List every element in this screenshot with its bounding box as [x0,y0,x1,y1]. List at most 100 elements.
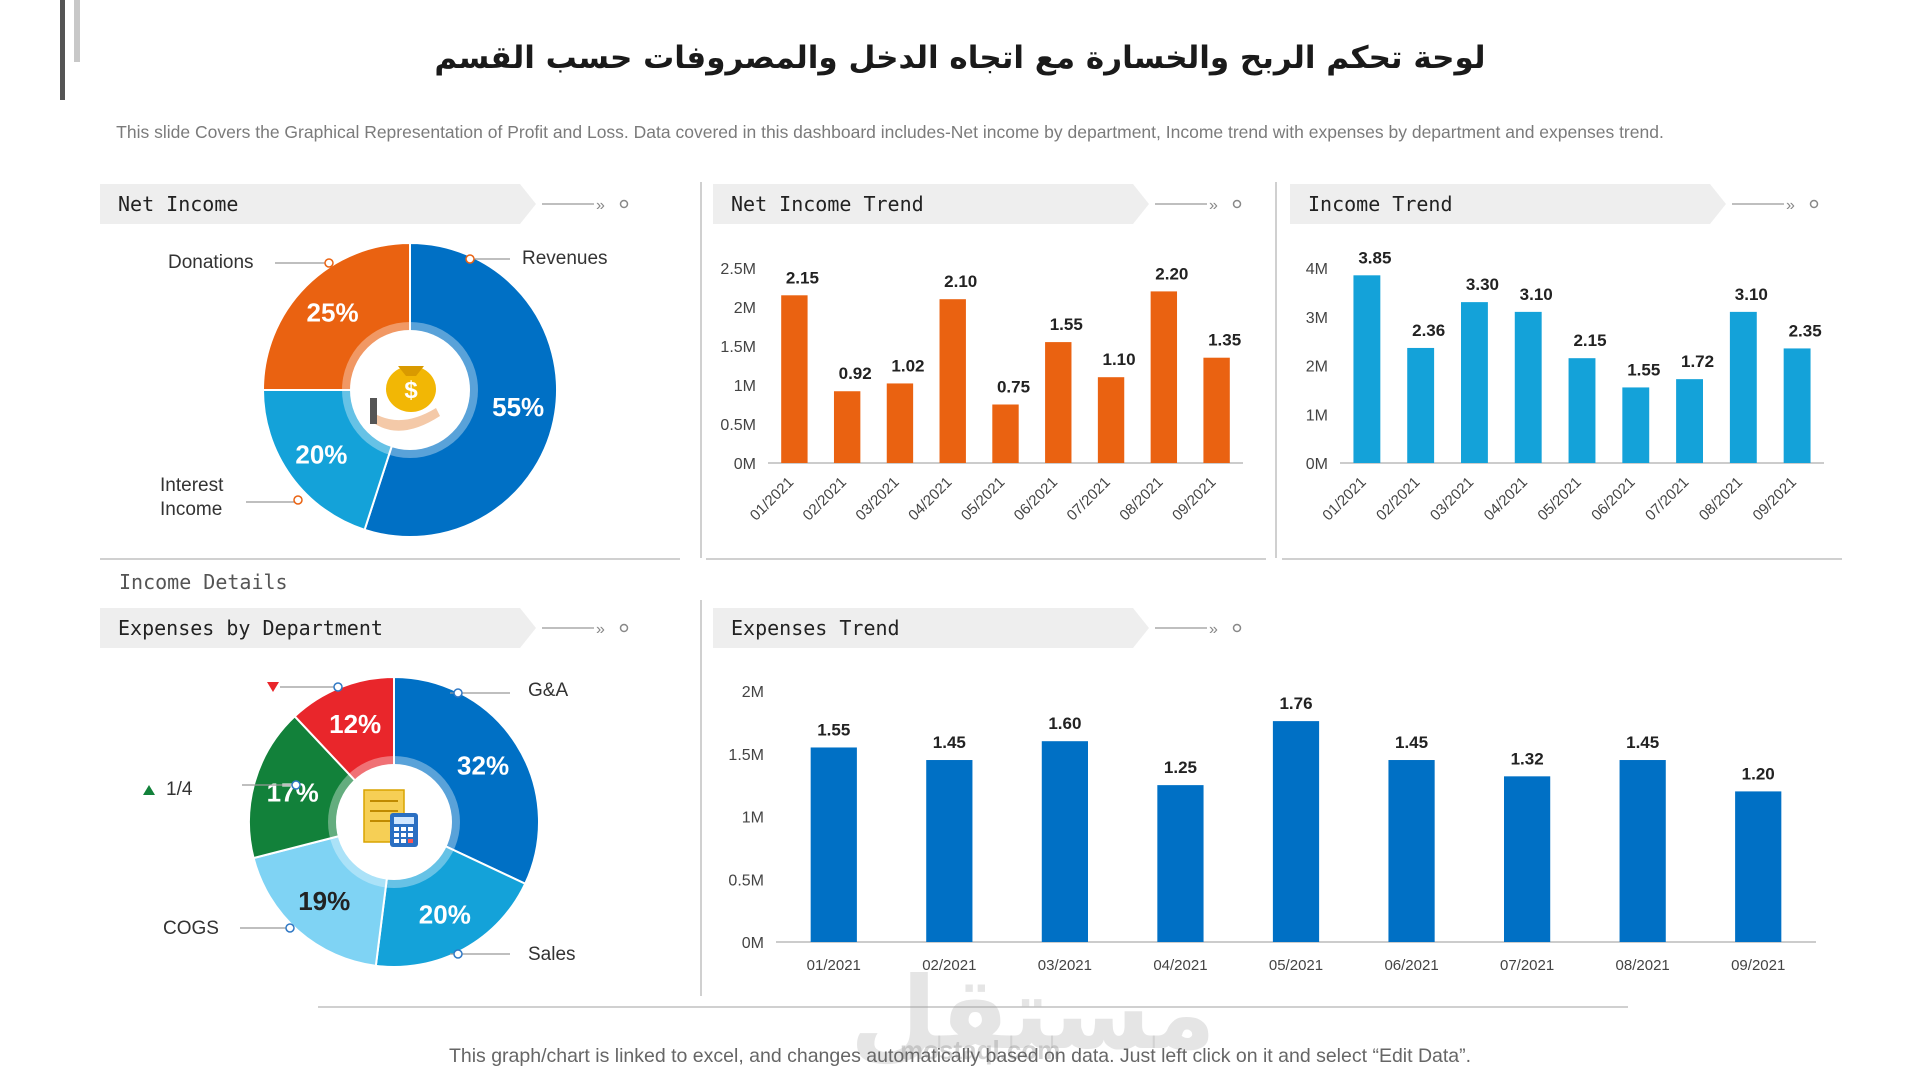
accent-bar-light [74,0,80,62]
x-tick-label: 03/2021 [1038,957,1092,974]
bar-value-label: 0.92 [839,364,872,383]
x-tick-label: 05/2021 [1269,957,1323,974]
pie-slice-label: 32% [457,750,509,780]
x-tick-label: 07/2021 [1500,957,1554,974]
legend-label-interest-income: Interest Income [160,475,224,520]
bar-value-label: 2.35 [1789,321,1822,340]
panel-tab-expenses-trend: Expenses Trend [713,608,1149,648]
pie-slice-label: 20% [419,899,471,929]
bar [1676,379,1703,463]
bar [1272,721,1320,942]
leader-dot [291,780,301,790]
bar-value-label: 1.10 [1103,350,1136,369]
bar [833,391,861,463]
svg-text:»: » [596,621,605,638]
bar [1729,311,1757,463]
y-tick-label: 2.5M [720,261,756,278]
leader-dot [324,258,334,268]
bar [1150,291,1178,463]
bar [1388,760,1435,942]
x-tick-label: 04/2021 [1481,474,1531,524]
x-tick-label: 05/2021 [1534,474,1584,524]
x-tick-label: 01/2021 [747,474,797,524]
pie-slice-label: 55% [492,392,544,422]
money-bag-hand-icon: $ [370,366,440,431]
leader-dot [285,923,295,933]
bar-value-label: 1.45 [1626,733,1659,752]
leader-dot [293,495,303,505]
tab-arrow-icon: » [1155,197,1242,214]
calculator-document-icon [363,789,418,847]
x-tick-label: 02/2021 [800,474,850,524]
pie-slice-label: 12% [329,709,381,739]
bar [810,747,857,942]
legend-label-revenues: Revenues [522,248,608,269]
watermark-arabic: مستقل [850,955,1216,1072]
tab-arrow-icon: » [542,197,629,214]
bar-value-label: 1.35 [1208,331,1241,350]
bar [1157,785,1204,942]
y-tick-label: 4M [1306,261,1328,278]
bar-value-label: 2.20 [1155,264,1188,283]
y-tick-label: 0.5M [728,872,764,889]
bar [939,299,966,463]
bar-value-label: 3.10 [1520,285,1553,304]
x-tick-label: 08/2021 [1616,957,1670,974]
bar [1203,357,1230,463]
panel-title: Expenses by Department [118,616,383,640]
x-tick-label: 09/2021 [1169,474,1219,524]
bar [1407,347,1435,463]
y-tick-label: 0M [734,456,756,473]
panel-title: Income Trend [1308,192,1453,216]
bar [1735,791,1782,942]
tab-arrow-icon: » [1155,621,1242,638]
y-tick-label: 3M [1306,310,1328,327]
leader-dot [465,254,475,264]
page-title: لوحة تحكم الربح والخسارة مع اتجاه الدخل … [434,40,1486,76]
divider-footer [318,1006,1628,1008]
bar-value-label: 1.20 [1742,764,1775,783]
leader-dot [453,949,463,959]
bar [1097,377,1125,463]
svg-text:»: » [1209,621,1218,638]
expenses-trend-chart: 0M 0.5M 1M 1.5M 2M 1.55 01/2021 1.45 02/2021 1.60… [728,684,1816,974]
bar [1783,348,1811,463]
x-tick-label: 07/2021 [1642,474,1692,524]
svg-text:$: $ [404,377,418,404]
legend-label-ga: G&A [528,680,569,701]
divider-vertical-3 [700,600,702,996]
page-footer-note: This graph/chart is linked to excel, and… [448,1045,1472,1067]
svg-text:»: » [1209,197,1218,214]
divider-vertical-2 [1275,182,1277,558]
x-tick-label: 01/2021 [1319,474,1369,524]
watermark-url: mostaql.com [900,1035,1061,1065]
y-tick-label: 2M [742,684,764,701]
bar-value-label: 1.60 [1048,714,1081,733]
y-tick-label: 1.5M [720,339,756,356]
pie-slice-label: 20% [295,439,347,469]
y-tick-label: 1M [742,810,764,827]
divider-horizontal-2 [706,558,1266,560]
bar [1041,741,1088,942]
legend-label-cogs: COGS [163,918,219,939]
panel-tab-net-income-trend: Net Income Trend [713,184,1149,224]
bar-value-label: 1.02 [891,356,924,375]
bar [1504,776,1551,942]
page-subtitle: This slide Covers the Graphical Represen… [116,122,1664,142]
bar-value-label: 1.72 [1681,352,1714,371]
triangle-up-icon [143,785,155,795]
x-tick-label: 04/2021 [1153,957,1207,974]
bar-value-label: 1.55 [817,720,850,739]
bar-value-label: 1.55 [1627,360,1660,379]
bar-value-label: 1.25 [1164,758,1197,777]
svg-text:»: » [1786,197,1795,214]
x-tick-label: 06/2021 [1384,957,1438,974]
divider-horizontal-1 [100,558,680,560]
x-tick-label: 02/2021 [1373,474,1423,524]
bar [1514,311,1542,463]
bar [1461,302,1488,463]
panel-title: Net Income Trend [731,192,924,216]
y-tick-label: 0M [1306,456,1328,473]
bar-value-label: 2.10 [944,272,977,291]
triangle-down-icon [267,682,279,692]
